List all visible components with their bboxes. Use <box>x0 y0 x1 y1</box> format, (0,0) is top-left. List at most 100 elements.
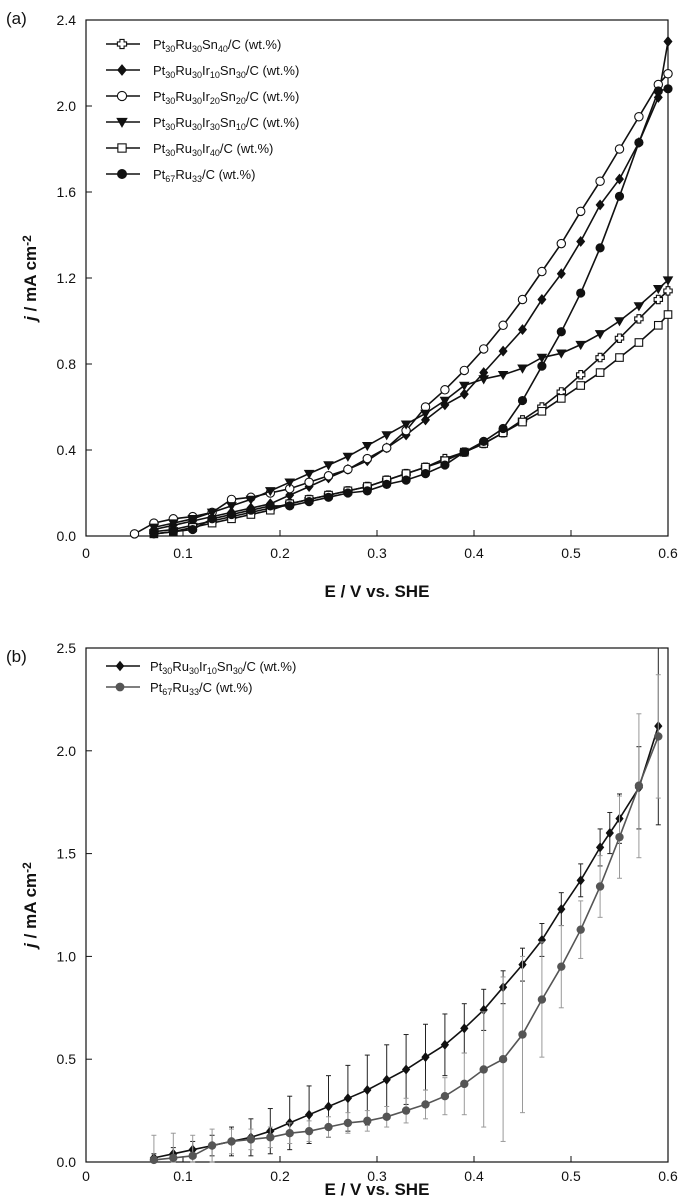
data-point <box>362 486 372 496</box>
legend-text-part: Pt <box>153 141 166 156</box>
x-tick-label: 0.3 <box>367 1168 387 1184</box>
data-point <box>663 69 673 79</box>
y-tick-label: 1.2 <box>57 270 77 286</box>
data-point <box>615 353 624 362</box>
data-point <box>420 409 431 419</box>
legend-text-part: Ru <box>175 89 192 104</box>
data-point <box>440 1092 450 1101</box>
legend-text-part: Ru <box>175 63 192 78</box>
data-point <box>439 396 451 406</box>
legend-text-part: /C (wt.%) <box>243 659 296 674</box>
data-point <box>440 1039 450 1050</box>
legend-text-part: Pt <box>153 63 166 78</box>
data-point <box>343 1093 353 1104</box>
legend-text-part: Sn <box>220 115 236 130</box>
legend-subscript: 30 <box>165 70 175 80</box>
data-point <box>323 461 334 471</box>
data-point <box>555 349 567 359</box>
legend-subscript: 30 <box>192 122 202 132</box>
data-point <box>420 414 431 426</box>
data-point <box>207 1141 217 1150</box>
data-point <box>517 324 528 336</box>
data-point <box>342 452 354 462</box>
legend-text-part: Sn <box>220 63 236 78</box>
legend-text-part: Pt <box>153 37 166 52</box>
x-tick-label: 0.1 <box>173 1168 193 1184</box>
legend-item-3: Pt30Ru30Ir20Sn20/C (wt.%) <box>106 89 299 106</box>
legend-subscript: 20 <box>236 96 246 106</box>
data-point <box>654 732 663 741</box>
data-point <box>304 1109 314 1120</box>
data-point <box>518 1030 527 1039</box>
legend-marker <box>116 38 128 50</box>
legend-subscript: 67 <box>162 687 172 697</box>
legend-subscript: 40 <box>210 148 220 158</box>
data-point <box>595 368 605 377</box>
data-point <box>634 314 644 324</box>
data-point <box>362 453 373 464</box>
data-point <box>323 492 334 502</box>
y-axis-title-unit: / mA cm <box>21 873 40 943</box>
legend-label: Pt30Ru30Ir20Sn20/C (wt.%) <box>153 89 299 106</box>
data-point <box>226 509 237 520</box>
data-point <box>537 294 547 305</box>
data-point <box>168 527 178 537</box>
x-tick-label: 0.6 <box>658 545 678 561</box>
x-tick-label: 0.4 <box>464 1168 484 1184</box>
series-3 <box>129 69 673 539</box>
data-point <box>479 1065 488 1074</box>
x-tick-label: 0.4 <box>464 545 484 561</box>
data-point <box>246 1135 256 1144</box>
panel-label: (b) <box>6 647 27 666</box>
data-point <box>401 475 411 485</box>
data-point <box>576 875 585 886</box>
data-point <box>226 502 237 512</box>
data-point <box>363 1085 372 1096</box>
data-point <box>459 388 469 400</box>
data-point <box>149 529 159 539</box>
data-point <box>479 436 489 446</box>
data-point <box>634 781 644 790</box>
legend-subscript: 10 <box>210 70 220 80</box>
legend-subscript: 30 <box>192 148 202 158</box>
data-point <box>285 1129 294 1138</box>
data-point <box>459 365 470 376</box>
data-point <box>361 441 373 452</box>
series-2 <box>149 674 663 1165</box>
data-point <box>382 1074 391 1085</box>
data-point <box>556 327 566 337</box>
data-point <box>284 478 296 488</box>
legend-text-part: Ru <box>172 659 189 674</box>
data-point <box>652 284 664 295</box>
x-tick-label: 0 <box>82 545 90 561</box>
legend-text-part: /C (wt.%) <box>246 63 299 78</box>
data-point <box>303 469 315 480</box>
series-4 <box>148 276 674 533</box>
data-point <box>537 406 547 416</box>
legend-text-part: /C (wt.%) <box>202 167 255 182</box>
legend-marker <box>115 660 125 672</box>
legend-subscript: 10 <box>207 666 217 676</box>
data-point <box>304 477 314 487</box>
data-point <box>634 112 644 122</box>
data-point <box>615 832 624 842</box>
data-point <box>304 496 314 507</box>
data-point <box>575 370 586 380</box>
x-axis-title: E / V vs. SHE <box>325 582 430 601</box>
data-point <box>401 1106 411 1115</box>
y-axis-title-exponent: -2 <box>20 235 34 246</box>
legend-subscript: 20 <box>210 96 220 106</box>
legend-subscript: 30 <box>192 70 202 80</box>
legend-text-part: Ru <box>172 680 189 695</box>
data-point <box>663 286 673 296</box>
data-point <box>537 995 547 1004</box>
legend-text-part: Sn <box>217 659 233 674</box>
legend-subscript: 30 <box>162 666 172 676</box>
y-tick-label: 1.0 <box>57 948 77 964</box>
legend-text-part: Ru <box>175 37 192 52</box>
legend-text-part: Ru <box>175 141 192 156</box>
data-point <box>401 1064 411 1075</box>
data-point <box>421 1100 430 1109</box>
data-point <box>440 460 450 470</box>
